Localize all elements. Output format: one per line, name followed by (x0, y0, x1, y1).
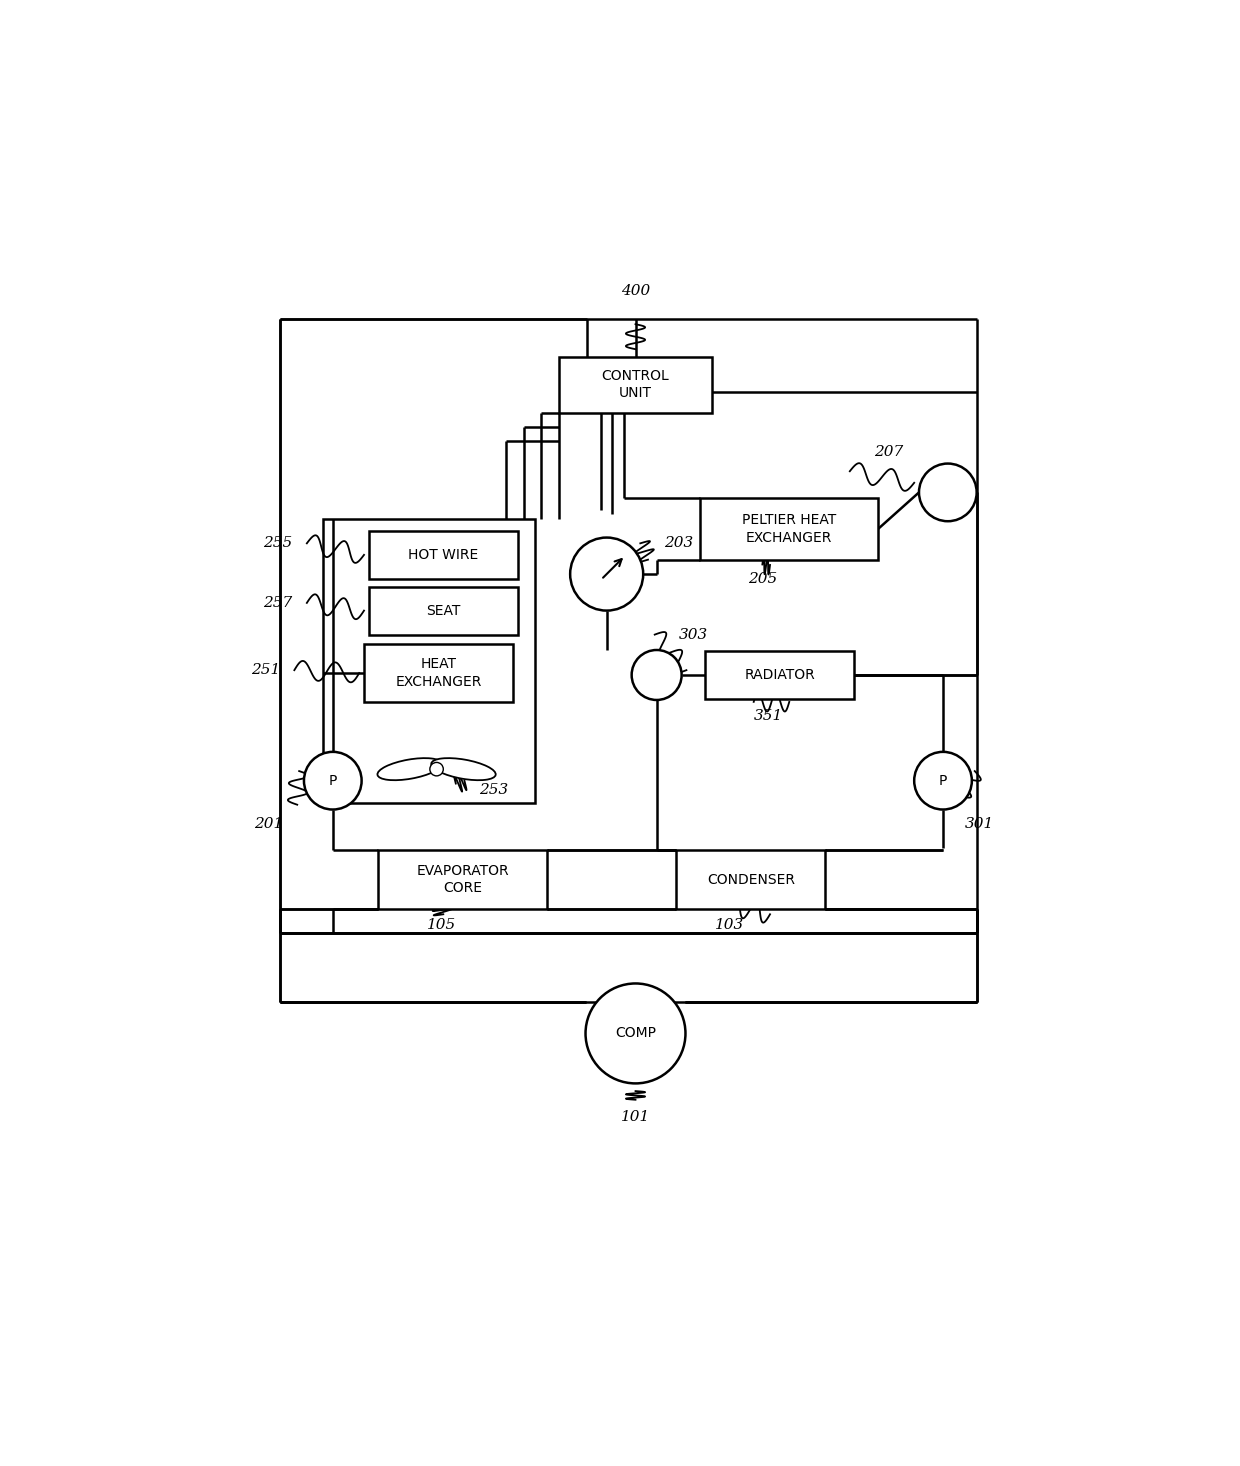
Text: 105: 105 (427, 918, 456, 932)
Text: 351: 351 (754, 710, 782, 723)
Text: CONTROL
UNIT: CONTROL UNIT (601, 369, 670, 400)
Text: 103: 103 (715, 918, 744, 932)
Circle shape (919, 463, 977, 522)
Text: 203: 203 (665, 537, 693, 550)
Ellipse shape (432, 758, 496, 780)
Text: 205: 205 (748, 572, 777, 586)
Text: 255: 255 (263, 537, 293, 550)
Text: 400: 400 (621, 283, 650, 298)
Circle shape (914, 752, 972, 809)
Text: 251: 251 (250, 663, 280, 677)
Text: 257: 257 (263, 595, 293, 610)
Text: SEAT: SEAT (427, 604, 460, 617)
Ellipse shape (377, 758, 441, 780)
Circle shape (430, 762, 444, 776)
Bar (368, 586, 518, 635)
Bar (368, 531, 518, 579)
Text: 201: 201 (254, 817, 283, 831)
Text: P: P (329, 774, 337, 787)
Text: EVAPORATOR
CORE: EVAPORATOR CORE (417, 863, 508, 896)
Bar (365, 644, 513, 702)
Text: 101: 101 (621, 1110, 650, 1124)
Text: 253: 253 (479, 783, 508, 798)
Text: 303: 303 (678, 627, 708, 642)
Circle shape (570, 538, 644, 611)
Text: 301: 301 (965, 817, 994, 831)
Text: COMP: COMP (615, 1026, 656, 1041)
Circle shape (585, 984, 686, 1083)
Text: P: P (939, 774, 947, 787)
Text: PELTIER HEAT
EXCHANGER: PELTIER HEAT EXCHANGER (742, 513, 837, 544)
Text: HOT WIRE: HOT WIRE (408, 548, 479, 561)
Bar (558, 356, 712, 412)
Text: HEAT
EXCHANGER: HEAT EXCHANGER (396, 657, 481, 689)
Bar (676, 850, 826, 909)
Circle shape (631, 649, 682, 699)
Text: RADIATOR: RADIATOR (744, 668, 815, 682)
Bar (378, 850, 547, 909)
Text: CONDENSER: CONDENSER (707, 872, 795, 887)
Text: 207: 207 (874, 446, 903, 459)
Bar (701, 497, 878, 560)
Circle shape (304, 752, 362, 809)
Bar (706, 651, 854, 699)
